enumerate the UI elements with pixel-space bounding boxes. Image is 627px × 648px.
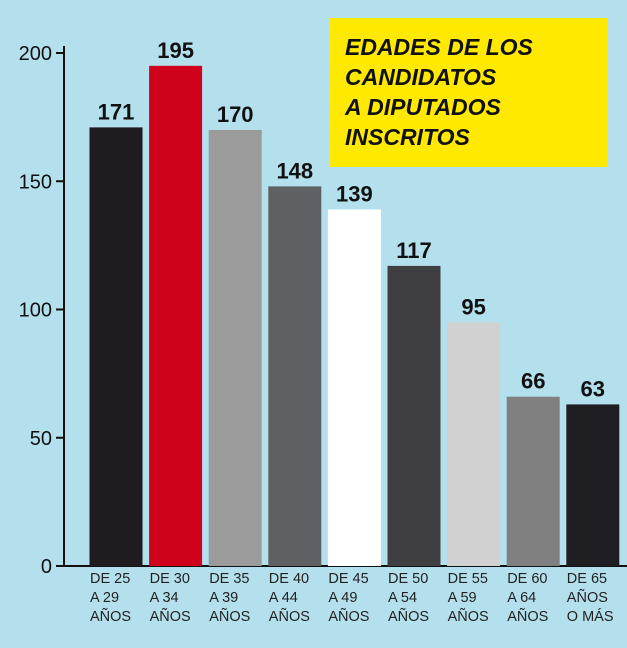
bar (327, 209, 381, 566)
bar (89, 127, 143, 566)
value-label: 170 (217, 102, 254, 127)
bar (208, 129, 262, 566)
y-tick-label: 150 (19, 171, 52, 193)
bar (506, 396, 560, 566)
x-tick-label: DE 30 A 34 AÑOS (149, 571, 191, 625)
value-label: 63 (581, 376, 605, 401)
y-tick-label: 0 (41, 556, 52, 578)
bar (149, 65, 203, 566)
y-tick-label: 50 (30, 428, 52, 450)
x-tick-label: DE 35 A 39 AÑOS (209, 571, 251, 625)
x-tick-label: DE 65 AÑOS O MÁS (566, 571, 614, 625)
value-label: 195 (157, 38, 194, 63)
chart-title: EDADES DE LOS CANDIDATOS A DIPUTADOS INS… (330, 18, 607, 167)
value-label: 148 (276, 158, 313, 183)
value-label: 117 (396, 238, 432, 263)
x-tick-label: DE 45 A 49 AÑOS (328, 571, 370, 625)
value-label: 95 (461, 294, 485, 319)
value-label: 139 (336, 181, 373, 206)
x-tick-label: DE 40 A 44 AÑOS (268, 571, 310, 625)
bar (387, 265, 441, 566)
x-tick-label: DE 60 A 64 AÑOS (507, 571, 549, 625)
value-label: 66 (521, 369, 545, 394)
x-tick-label: DE 55 A 59 AÑOS (447, 571, 489, 625)
y-tick-label: 100 (19, 300, 52, 322)
bar (447, 322, 501, 566)
bar (268, 186, 322, 566)
value-label: 171 (98, 99, 135, 124)
x-tick-label: DE 25 A 29 AÑOS (90, 571, 132, 625)
y-tick-label: 200 (19, 43, 52, 65)
x-tick-label: DE 50 A 54 AÑOS (388, 571, 430, 625)
bar (566, 404, 620, 566)
